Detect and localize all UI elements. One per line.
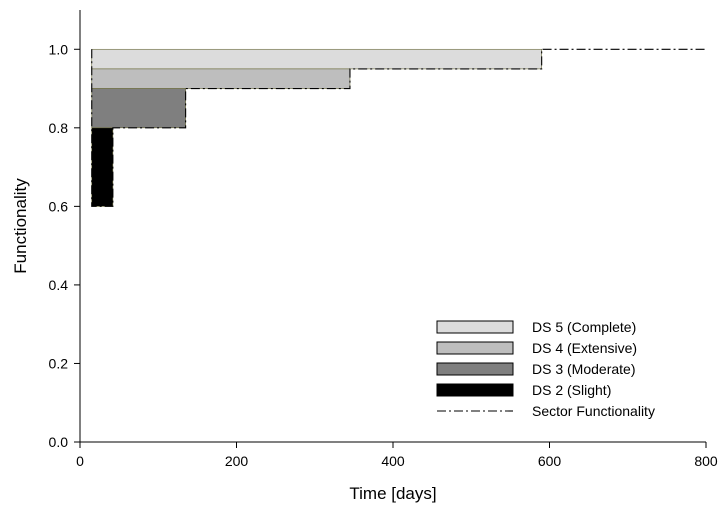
legend-swatch [436,320,514,334]
y-tick-label: 1.0 [49,41,69,57]
x-tick-label: 600 [538,453,562,469]
band-ds-4 [91,68,351,89]
legend: DS 5 (Complete) DS 4 (Extensive) DS 3 (Mod… [436,319,655,419]
x-tick-label: 800 [694,453,718,469]
x-tick-label: 200 [225,453,249,469]
damage-state-bands [91,48,706,207]
y-axis-label: Functionality [11,178,30,274]
legend-label: DS 2 (Slight) [532,382,611,398]
legend-swatch [436,383,514,397]
legend-swatch [436,341,514,355]
band-ds-5 [91,48,542,70]
legend-swatch [436,362,514,376]
x-tick-label: 0 [76,453,84,469]
legend-label: DS 3 (Moderate) [532,361,635,377]
x-axis-label: Time [days] [349,484,436,503]
legend-label: DS 5 (Complete) [532,319,636,335]
x-tick-label: 400 [381,453,405,469]
y-tick-label: 0.2 [49,355,69,371]
legend-label: Sector Functionality [532,403,655,419]
sector-functionality-line [91,48,706,207]
legend-label: DS 4 (Extensive) [532,340,637,356]
x-axis-ticks: 0 200 400 600 800 [76,442,718,469]
y-tick-label: 0.6 [49,198,69,214]
band-ds-2 [91,127,114,207]
y-tick-label: 0.0 [49,434,69,450]
y-tick-label: 0.8 [49,120,69,136]
y-axis-ticks: 0.0 0.2 0.4 0.6 0.8 1.0 [49,41,80,450]
y-tick-label: 0.4 [49,277,69,293]
band-ds-3 [91,88,186,129]
